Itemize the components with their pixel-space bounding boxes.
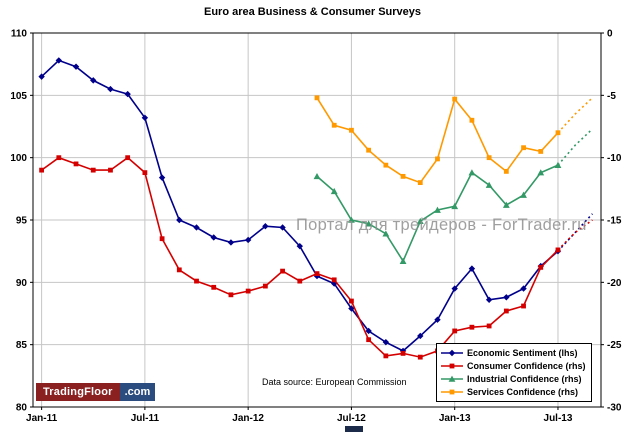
legend-item: Consumer Confidence (rhs) [441, 360, 586, 372]
right-axis-tick: -5 [607, 91, 616, 102]
logo-suffix: .com [119, 383, 156, 401]
left-axis-tick: 90 [16, 278, 28, 289]
chart-title: Euro area Business & Consumer Surveys [203, 6, 422, 18]
left-axis-tick: 80 [16, 403, 28, 414]
right-axis-tick: -15 [607, 216, 622, 227]
series-services-confidence-rhs [314, 95, 593, 185]
square-marker-icon [441, 363, 463, 369]
legend-item-label: Economic Sentiment (lhs) [467, 348, 578, 358]
right-axis-tick: 0 [607, 29, 613, 40]
right-axis-tick: -25 [607, 340, 622, 351]
data-source-note: Data source: European Commission [262, 377, 407, 387]
x-axis-tick: Jan-12 [232, 413, 264, 424]
logo-brand: TradingFloor [36, 383, 120, 401]
x-axis-tick: Jan-11 [26, 413, 58, 424]
left-axis-tick: 85 [16, 340, 28, 351]
x-axis-tick: Jul-12 [337, 413, 366, 424]
bottom-edge-artifact [345, 426, 363, 432]
legend: Economic Sentiment (lhs) Consumer Confide… [436, 343, 592, 402]
series-industrial-confidence-rhs [313, 128, 593, 264]
square-marker-icon [441, 389, 463, 395]
right-axis-tick: -20 [607, 278, 622, 289]
legend-item: Economic Sentiment (lhs) [441, 347, 586, 359]
legend-item-label: Industrial Confidence (rhs) [467, 374, 582, 384]
diamond-marker-icon [441, 349, 463, 357]
legend-item-label: Consumer Confidence (rhs) [467, 361, 586, 371]
tradingfloor-logo: TradingFloor .com [36, 383, 156, 401]
left-axis-tick: 95 [16, 216, 28, 227]
left-axis-tick: 105 [10, 91, 27, 102]
left-axis-tick: 100 [10, 153, 27, 164]
legend-item: Industrial Confidence (rhs) [441, 373, 586, 385]
right-axis-tick: -30 [607, 403, 622, 414]
left-axis-tick: 110 [11, 29, 28, 40]
legend-item-label: Services Confidence (rhs) [467, 387, 579, 397]
x-axis-tick: Jul-13 [544, 413, 573, 424]
axis-labels: 110 105 100 95 90 85 80 0 -5 -10 -15 -20 -25 -30 Jan-1… [10, 29, 622, 425]
right-axis-tick: -10 [607, 153, 622, 164]
series-consumer-confidence-rhs [39, 155, 593, 360]
x-axis-tick: Jul-11 [131, 413, 160, 424]
x-axis-tick: Jan-13 [439, 413, 471, 424]
watermark-text: Портал для трейдеров - ForTrader.ru [296, 216, 587, 234]
legend-item: Services Confidence (rhs) [441, 386, 586, 398]
triangle-marker-icon [441, 375, 463, 382]
